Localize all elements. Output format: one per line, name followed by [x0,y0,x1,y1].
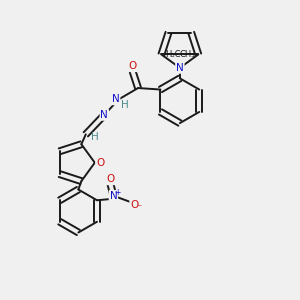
Text: N: N [176,63,184,73]
Text: +: + [114,188,121,197]
Text: H₃C: H₃C [165,50,181,59]
Text: O: O [130,200,138,210]
Text: O: O [96,158,104,168]
Text: N: N [100,110,108,120]
Text: H: H [122,100,129,110]
Text: N: N [112,94,119,104]
Text: CH₃: CH₃ [179,50,194,59]
Text: H: H [91,132,99,142]
Text: ⁻: ⁻ [136,203,141,213]
Text: O: O [106,174,115,184]
Text: O: O [129,61,137,71]
Text: N: N [110,191,117,201]
